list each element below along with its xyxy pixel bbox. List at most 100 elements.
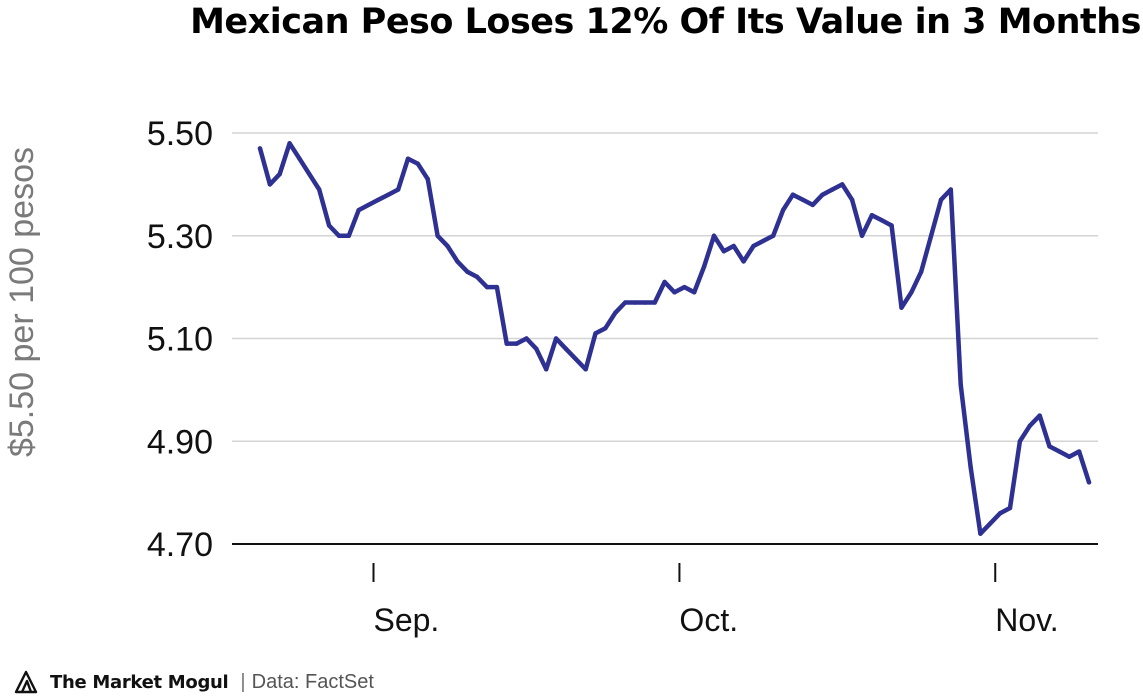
line-chart: 5.50 5.30 5.10 4.90 4.70 Sep. Oct. Nov. $5.50 … xyxy=(3,115,1098,638)
footer-separator: | xyxy=(240,670,246,693)
data-point xyxy=(445,243,450,249)
data-point xyxy=(494,284,500,290)
data-point xyxy=(780,207,786,213)
data-point xyxy=(928,233,934,238)
data-point xyxy=(662,279,667,285)
data-point xyxy=(534,346,539,351)
data-point xyxy=(790,192,796,197)
data-point xyxy=(297,156,302,161)
x-axis: Sep. Oct. Nov. xyxy=(372,563,1059,638)
series-points xyxy=(257,141,1092,536)
data-point xyxy=(415,161,421,167)
data-point xyxy=(356,207,361,213)
data-point xyxy=(840,182,845,187)
data-point xyxy=(553,336,559,341)
data-point xyxy=(761,238,766,244)
data-point xyxy=(366,202,371,208)
data-point xyxy=(889,223,894,228)
data-point xyxy=(958,382,963,387)
y-tick-label: 5.30 xyxy=(147,218,213,256)
data-point xyxy=(287,141,292,146)
data-point xyxy=(711,233,717,238)
data-point xyxy=(603,326,608,331)
y-tick-label: 5.10 xyxy=(147,321,213,359)
data-point xyxy=(701,264,707,269)
data-point xyxy=(632,300,638,305)
data-point xyxy=(1017,439,1023,444)
data-point xyxy=(978,531,983,536)
data-point xyxy=(563,346,569,351)
data-point xyxy=(830,187,835,192)
data-point xyxy=(1086,480,1092,485)
data-point xyxy=(425,177,430,182)
data-point xyxy=(1037,413,1042,418)
brand-name: The Market Mogul xyxy=(50,671,229,693)
data-point xyxy=(938,197,944,202)
data-point xyxy=(257,146,263,151)
data-point xyxy=(395,187,401,192)
data-source: Data: FactSet xyxy=(251,670,374,693)
data-point xyxy=(820,192,825,197)
data-point xyxy=(336,233,342,238)
data-point xyxy=(682,284,687,290)
data-point xyxy=(346,233,352,238)
data-point xyxy=(672,290,677,295)
data-point xyxy=(731,243,736,249)
data-point xyxy=(474,274,480,280)
gridlines xyxy=(232,132,1098,545)
data-point xyxy=(504,341,509,346)
data-point xyxy=(879,218,884,223)
data-point xyxy=(909,290,914,295)
data-point xyxy=(376,197,381,202)
data-point xyxy=(899,305,904,310)
data-point xyxy=(267,182,273,187)
data-point xyxy=(997,510,1003,516)
data-point xyxy=(465,269,470,274)
y-tick-label: 4.90 xyxy=(147,423,213,461)
data-point xyxy=(573,356,579,362)
data-point xyxy=(800,197,805,202)
footer: The Market Mogul | Data: FactSet xyxy=(14,668,374,696)
data-point xyxy=(859,233,865,238)
data-point xyxy=(741,259,746,264)
data-point xyxy=(751,243,756,249)
data-point xyxy=(405,156,411,161)
data-point xyxy=(613,310,618,316)
data-point xyxy=(948,187,954,192)
mountain-logo-icon xyxy=(14,670,38,694)
data-point xyxy=(593,331,598,336)
y-axis-label: $5.50 per 100 pesos xyxy=(3,147,41,457)
data-point xyxy=(277,171,282,177)
data-point xyxy=(721,248,727,254)
data-point xyxy=(1076,449,1082,454)
data-point xyxy=(770,233,776,238)
data-point xyxy=(642,300,648,305)
data-point xyxy=(692,290,697,295)
data-point xyxy=(307,171,312,177)
data-point xyxy=(484,284,490,290)
data-point xyxy=(1057,449,1062,454)
data-point xyxy=(919,269,924,274)
x-tick-label: Nov. xyxy=(995,602,1058,638)
data-point xyxy=(524,336,529,341)
data-point xyxy=(652,300,657,305)
data-point xyxy=(514,341,519,346)
y-tick-label: 5.50 xyxy=(147,115,213,153)
data-point xyxy=(1007,505,1013,511)
data-point xyxy=(326,223,332,228)
y-axis-ticks: 5.50 5.30 5.10 4.90 4.70 xyxy=(147,115,213,564)
data-point xyxy=(317,187,322,192)
x-tick-label: Oct. xyxy=(679,602,738,638)
x-tick-label: Sep. xyxy=(373,602,439,638)
data-point xyxy=(455,259,460,264)
data-point xyxy=(988,521,993,526)
data-point xyxy=(968,464,973,470)
data-point xyxy=(622,300,628,305)
data-point xyxy=(1027,423,1032,429)
data-point xyxy=(435,233,440,238)
data-point xyxy=(849,197,855,202)
data-point xyxy=(386,192,391,197)
chart-title: Mexican Peso Loses 12% Of Its Value in 3… xyxy=(190,2,1141,42)
data-point xyxy=(544,367,549,372)
data-point xyxy=(583,367,588,372)
